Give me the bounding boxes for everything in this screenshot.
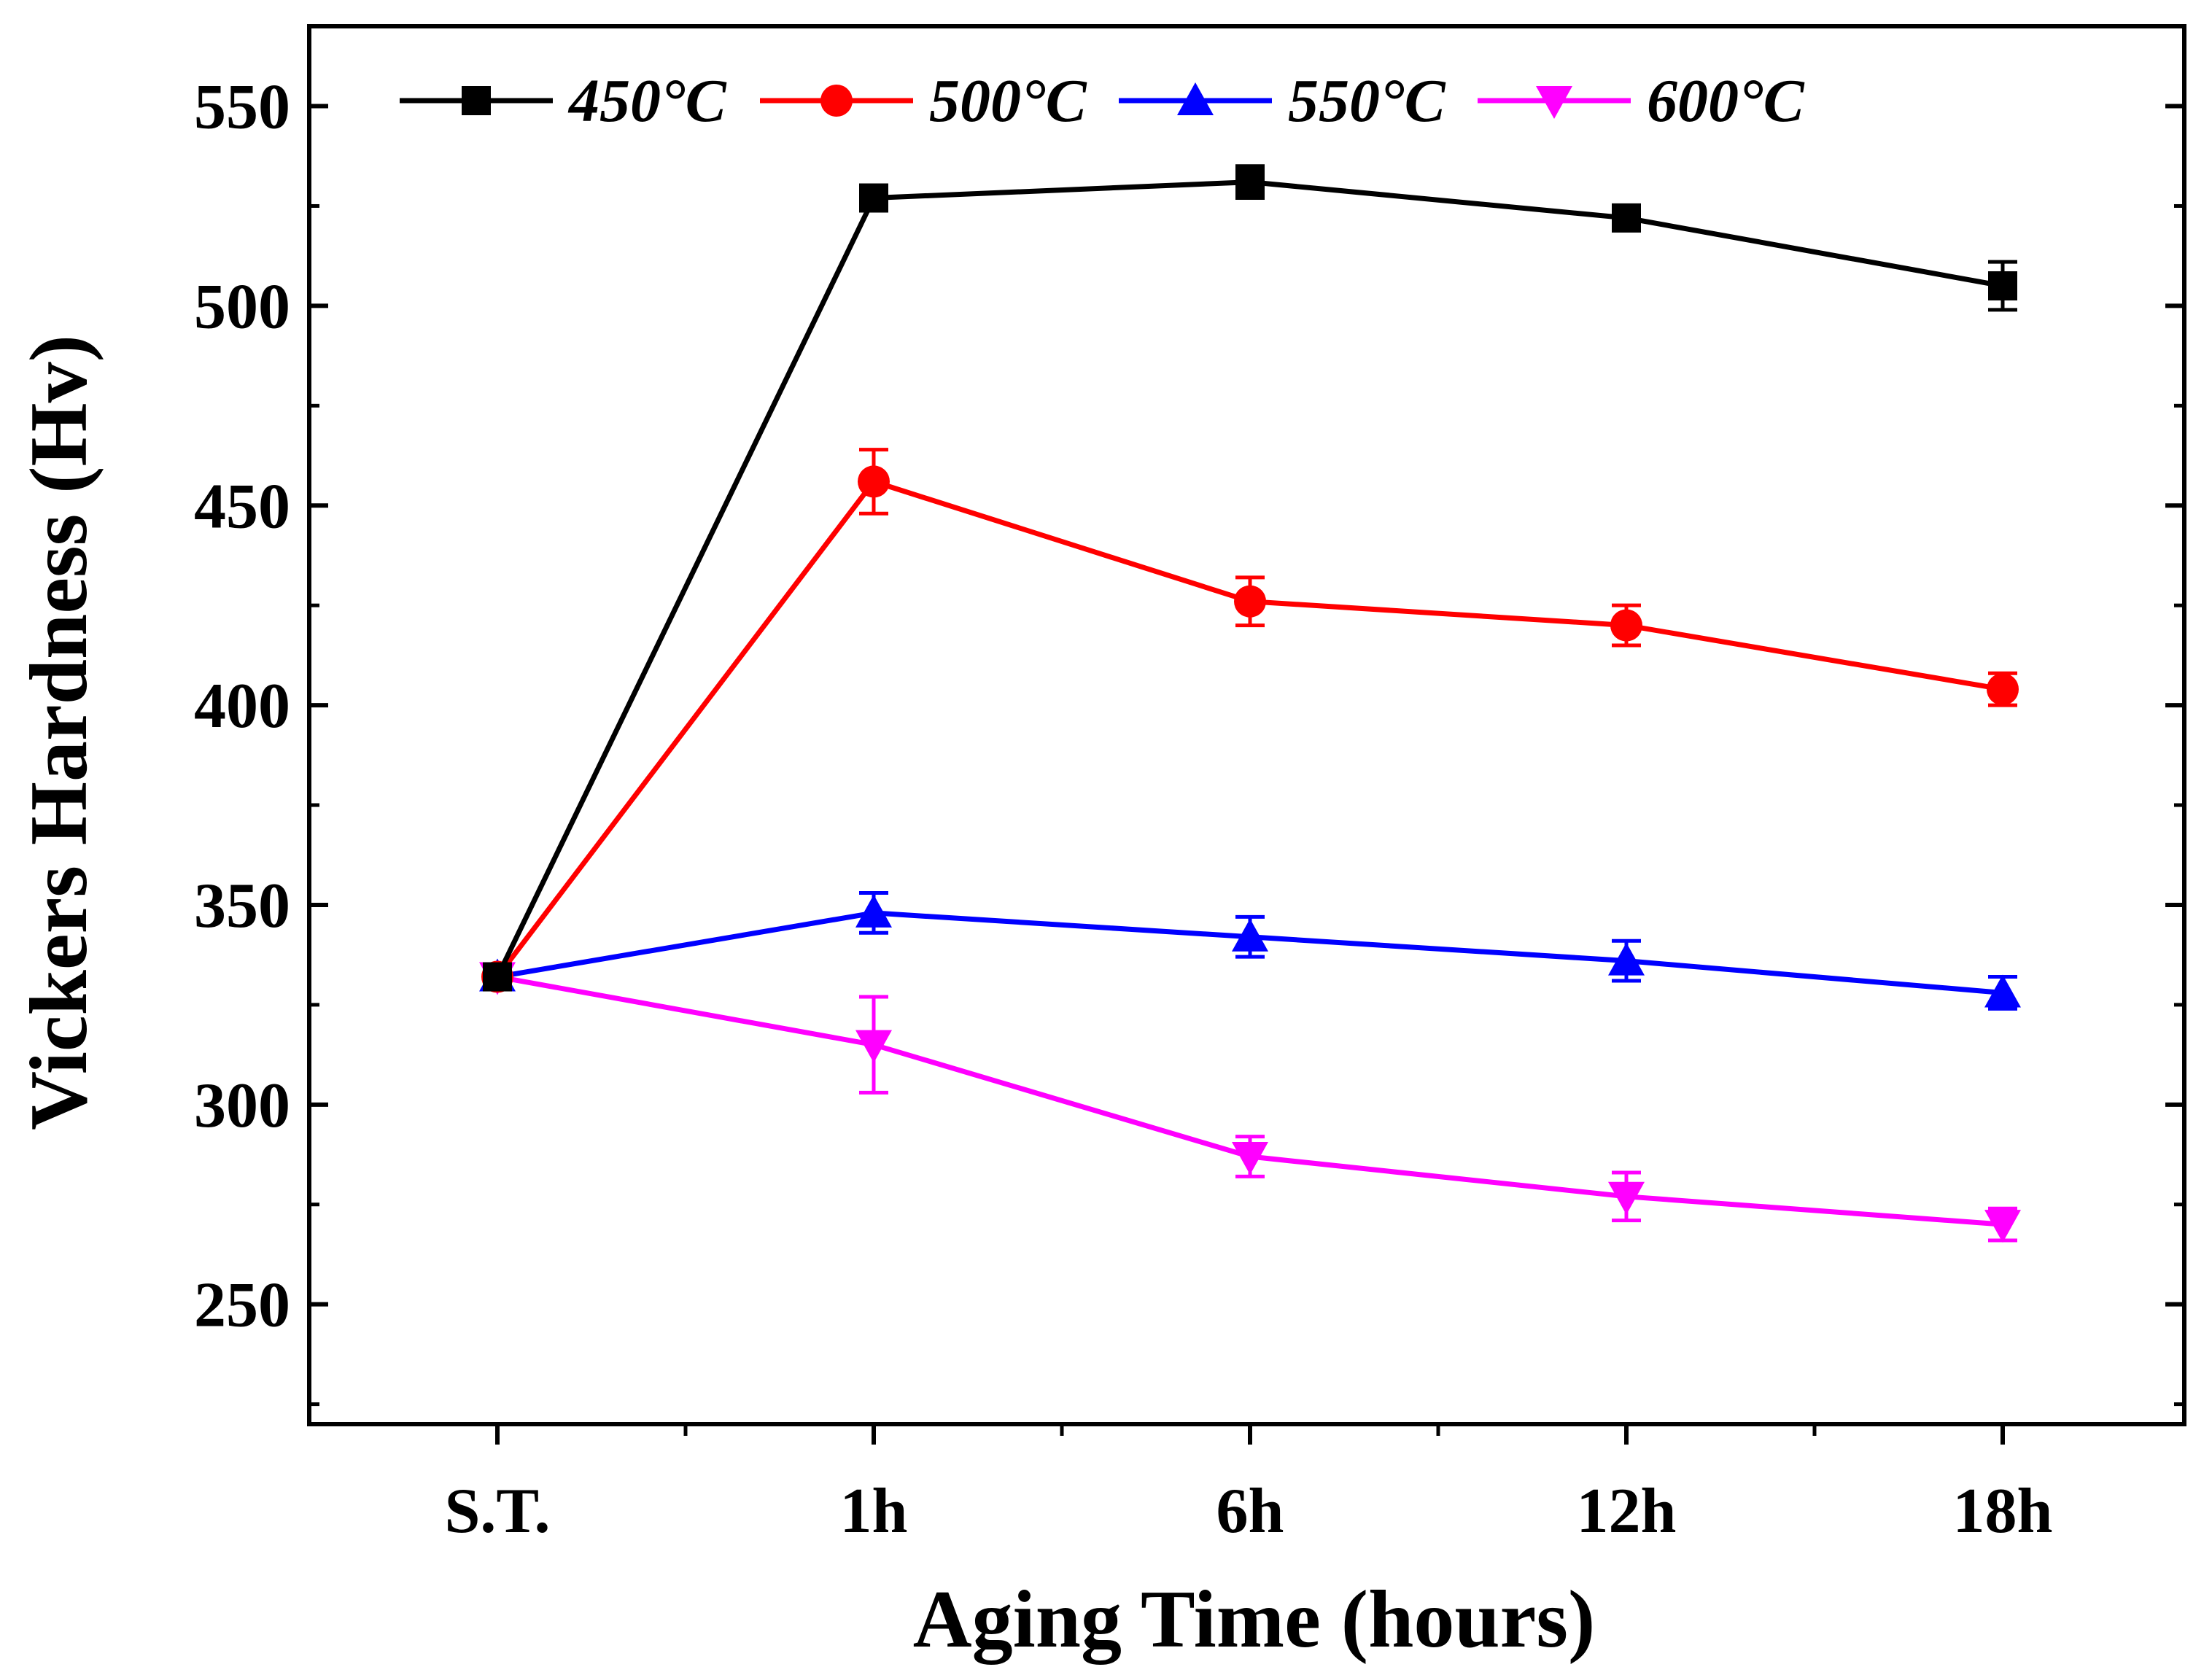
data-point xyxy=(1987,673,2019,706)
y-tick-label: 300 xyxy=(194,1070,290,1141)
x-tick-label: 12h xyxy=(1577,1476,1677,1547)
x-tick-label: 1h xyxy=(840,1476,908,1547)
legend-item-600C: 600°C xyxy=(1478,67,1805,135)
legend-label: 600°C xyxy=(1647,67,1805,135)
y-tick-label: 250 xyxy=(194,1270,290,1341)
series-line xyxy=(495,478,2003,979)
series-450C xyxy=(483,164,2017,992)
data-point xyxy=(1988,271,2017,301)
legend-marker xyxy=(462,86,491,115)
y-tick-label: 450 xyxy=(194,471,290,542)
y-tick-label: 350 xyxy=(194,871,290,941)
legend-item-550C: 550°C xyxy=(1119,67,1446,135)
data-point xyxy=(859,183,888,213)
x-tick-label: S.T. xyxy=(444,1476,550,1547)
data-point xyxy=(1232,1142,1268,1175)
legend: 450°C 500°C 550°C 600°C xyxy=(400,67,1805,135)
y-tick-label: 500 xyxy=(194,271,290,342)
legend-label: 500°C xyxy=(929,67,1087,135)
legend-item-450C: 450°C xyxy=(400,67,727,135)
x-tick-label: 6h xyxy=(1216,1476,1284,1547)
data-point xyxy=(855,1030,892,1063)
legend-marker xyxy=(1177,82,1214,115)
data-point xyxy=(1232,918,1268,952)
data-point xyxy=(1235,167,1265,197)
data-point xyxy=(1610,609,1642,642)
legend-marker xyxy=(1536,86,1572,119)
data-point xyxy=(858,465,890,498)
data-point xyxy=(1984,1210,2021,1243)
legend-item-500C: 500°C xyxy=(760,67,1087,135)
y-tick-label: 550 xyxy=(194,72,290,143)
series-600C xyxy=(479,962,2021,1243)
series-line xyxy=(497,974,2003,1227)
data-point xyxy=(1612,203,1641,233)
data-point xyxy=(855,894,892,928)
data-point xyxy=(1234,585,1266,618)
plot-frame xyxy=(307,24,2186,1426)
axes: 250 300 350 400 450 500 550 S.T. 1h 6h 12h 18h xyxy=(194,24,2186,1547)
y-tick-label: 400 xyxy=(194,671,290,742)
x-tick-label: 18h xyxy=(1953,1476,2053,1547)
data-point xyxy=(1608,1181,1645,1215)
x-axis-title: Aging Time (hours) xyxy=(913,1574,1596,1665)
legend-label: 450°C xyxy=(567,67,727,135)
legend-marker xyxy=(820,85,853,117)
data-point xyxy=(1608,942,1645,976)
series-550C xyxy=(479,891,2021,1011)
data-point xyxy=(483,962,512,992)
series-500C xyxy=(481,448,2019,993)
data-point xyxy=(1984,974,2021,1008)
legend-label: 550°C xyxy=(1288,67,1446,135)
y-axis-title: Vickers Hardness (Hv) xyxy=(14,335,104,1130)
series-layer xyxy=(479,164,2021,1243)
